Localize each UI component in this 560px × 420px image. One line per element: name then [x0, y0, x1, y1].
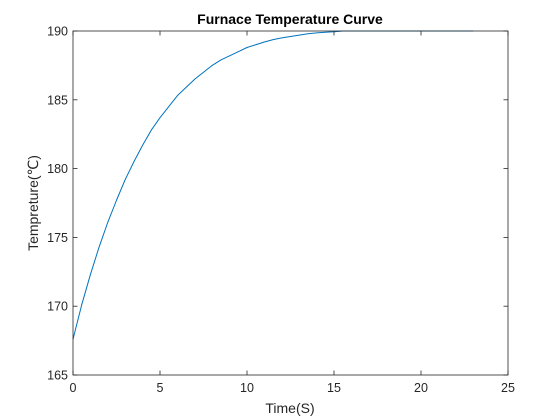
y-tick-label: 170 [47, 300, 68, 314]
x-tick-label: 25 [501, 381, 515, 395]
x-tick-label: 10 [240, 381, 254, 395]
x-axis-ticks: 0 5 10 15 20 25 [70, 31, 515, 395]
x-tick-label: 5 [157, 381, 164, 395]
plot-area [73, 31, 508, 375]
y-axis-ticks: 165 170 175 180 185 190 [47, 25, 508, 383]
y-axis-label: Tempreture(℃) [25, 155, 41, 251]
y-tick-label: 165 [47, 369, 68, 383]
y-tick-label: 190 [47, 25, 68, 39]
x-tick-label: 0 [70, 381, 77, 395]
axes-box [72, 30, 509, 376]
x-tick-label: 20 [414, 381, 428, 395]
y-tick-label: 180 [47, 162, 68, 176]
x-tick-label: 15 [327, 381, 341, 395]
y-tick-label: 185 [47, 93, 68, 107]
y-tick-label: 175 [47, 231, 68, 245]
chart-title: Furnace Temperature Curve [197, 11, 383, 27]
x-axis-label: Time(S) [265, 400, 314, 416]
